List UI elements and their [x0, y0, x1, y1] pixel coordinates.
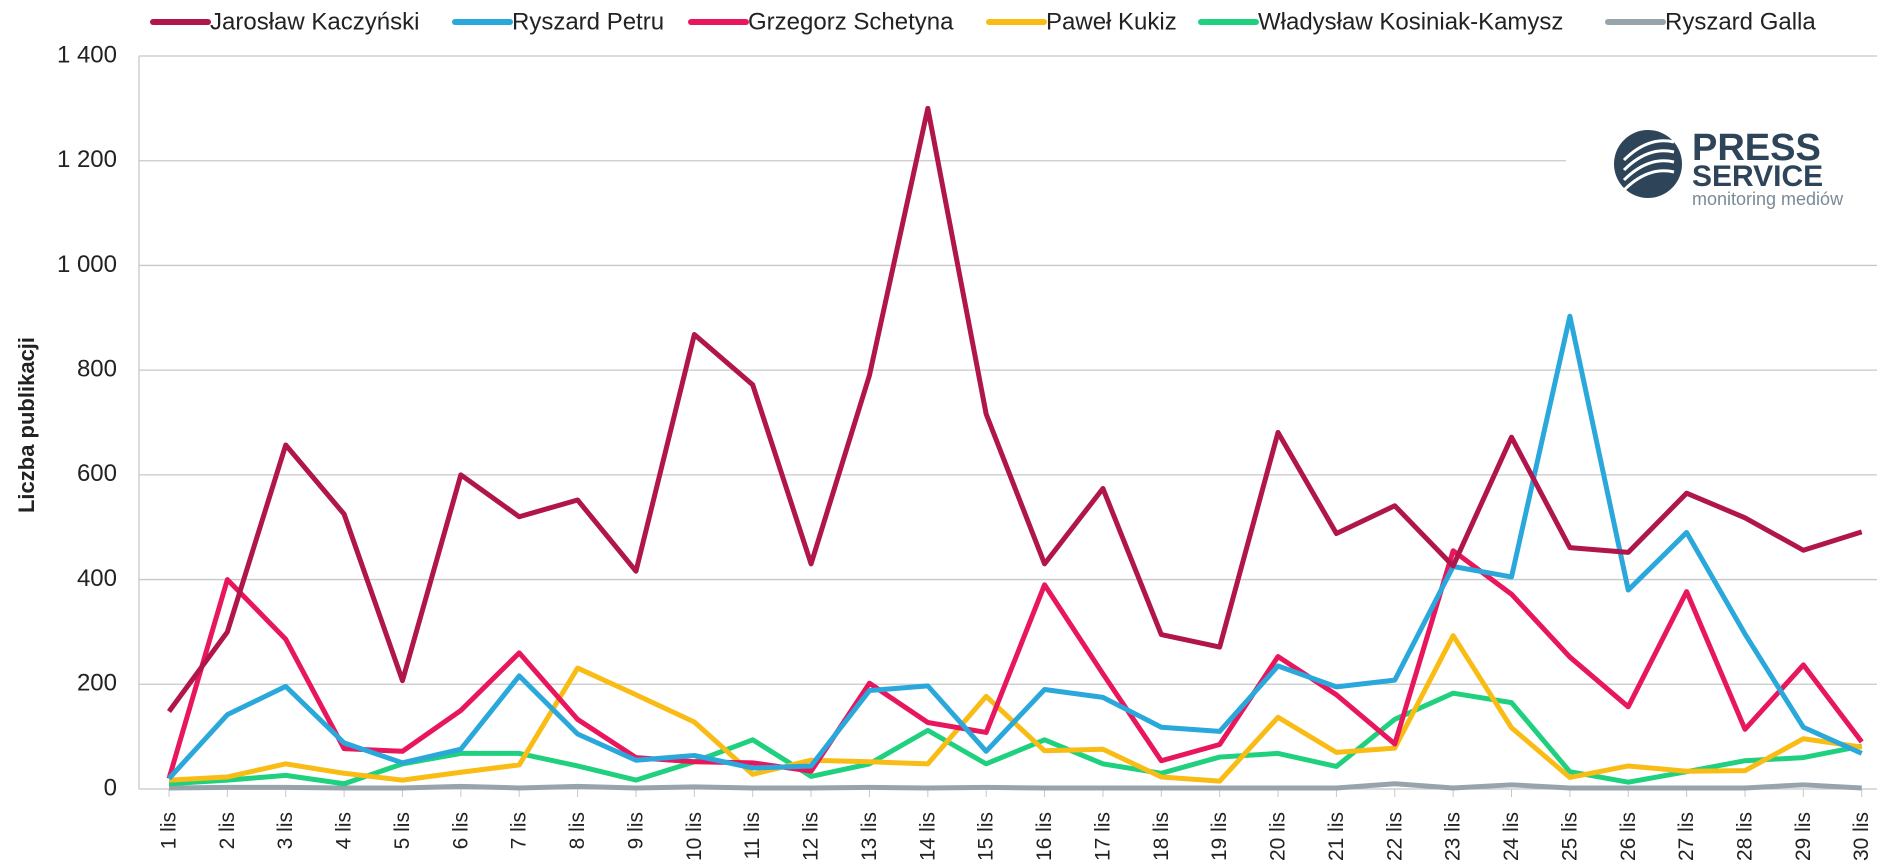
x-tick-label: 15 lis [975, 812, 998, 861]
x-tick-label: 2 lis [216, 812, 239, 849]
y-axis-label: Liczba publikacji [14, 337, 39, 513]
logo-text: SERVICE [1692, 160, 1823, 193]
logo-stripe [1622, 169, 1675, 192]
logo-text: monitoring mediów [1692, 189, 1844, 209]
x-tick-label: 9 lis [624, 812, 647, 849]
x-tick-label: 13 lis [858, 812, 881, 861]
logo-text: PRESS [1692, 127, 1821, 169]
x-tick-label: 8 lis [566, 812, 589, 849]
legend-label: Grzegorz Schetyna [748, 8, 954, 35]
legend-label: Paweł Kukiz [1046, 8, 1177, 35]
y-tick-label: 1 200 [57, 146, 117, 173]
series-line [167, 313, 1863, 781]
x-tick-label: 24 lis [1500, 812, 1523, 861]
y-tick-label: 200 [77, 670, 117, 697]
x-tick-label: 10 lis [683, 812, 706, 861]
x-tick-label: 4 lis [333, 812, 356, 849]
x-tick-label: 14 lis [916, 812, 939, 861]
logo-stripe [1622, 139, 1675, 162]
legend-label: Władysław Kosiniak-Kamysz [1258, 8, 1563, 35]
y-tick-label: 600 [77, 460, 117, 487]
y-tick-label: 800 [77, 355, 117, 382]
logo-stripe [1622, 159, 1675, 182]
x-tick-label: 18 lis [1150, 812, 1173, 861]
x-tick-label: 30 lis [1850, 812, 1873, 861]
x-tick-label: 5 lis [391, 812, 414, 849]
x-tick-label: 26 lis [1617, 812, 1640, 861]
legend-label: Ryszard Galla [1665, 8, 1816, 35]
x-tick-label: 29 lis [1792, 812, 1815, 861]
series-line [168, 781, 1862, 791]
x-tick-label: 3 lis [274, 812, 297, 849]
x-tick-label: 17 lis [1091, 812, 1114, 861]
x-tick-label: 7 lis [508, 812, 531, 849]
x-tick-label: 6 lis [449, 812, 472, 849]
x-tick-label: 28 lis [1733, 812, 1756, 861]
legend-label: Ryszard Petru [512, 8, 664, 35]
legend-label: Jarosław Kaczyński [210, 8, 419, 35]
y-tick-label: 0 [104, 774, 117, 801]
x-tick-label: 11 lis [741, 812, 764, 859]
x-tick-label: 19 lis [1208, 812, 1231, 861]
series-line [166, 105, 1863, 713]
x-tick-label: 12 lis [800, 812, 823, 861]
x-tick-label: 16 lis [1033, 812, 1056, 861]
y-tick-label: 400 [77, 565, 117, 592]
x-tick-label: 25 lis [1558, 812, 1581, 861]
y-tick-label: 1 000 [57, 251, 117, 278]
logo-stripe [1622, 149, 1675, 172]
x-tick-label: 22 lis [1383, 812, 1406, 861]
y-tick-label: 1 400 [57, 41, 117, 68]
x-tick-label: 20 lis [1267, 812, 1290, 861]
x-tick-label: 23 lis [1442, 812, 1465, 861]
x-tick-label: 21 lis [1325, 812, 1348, 861]
series-line [166, 548, 1864, 780]
x-tick-label: 27 lis [1675, 812, 1698, 861]
x-tick-label: 1 lis [158, 812, 181, 849]
